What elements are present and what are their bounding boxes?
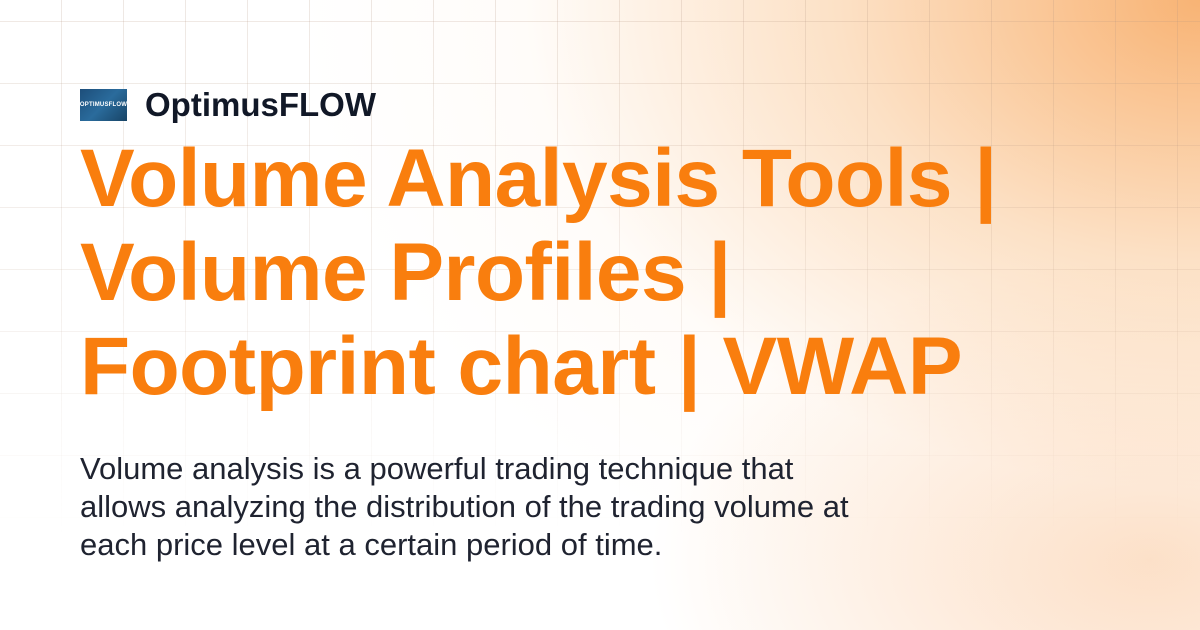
brand: OPTIMUSFLOW OptimusFLOW bbox=[80, 86, 376, 124]
description: Volume analysis is a powerful trading te… bbox=[80, 451, 849, 562]
title-line: Footprint chart | VWAP bbox=[80, 321, 963, 412]
logo-text: OPTIMUSFLOW bbox=[79, 102, 128, 108]
page-title: Volume Analysis Tools | Volume Profiles … bbox=[80, 132, 1180, 414]
title-line: Volume Profiles | bbox=[80, 227, 731, 318]
brand-logo: OPTIMUSFLOW bbox=[80, 89, 127, 121]
brand-name: OptimusFLOW bbox=[145, 86, 376, 123]
title-line: Volume Analysis Tools | bbox=[80, 133, 997, 224]
